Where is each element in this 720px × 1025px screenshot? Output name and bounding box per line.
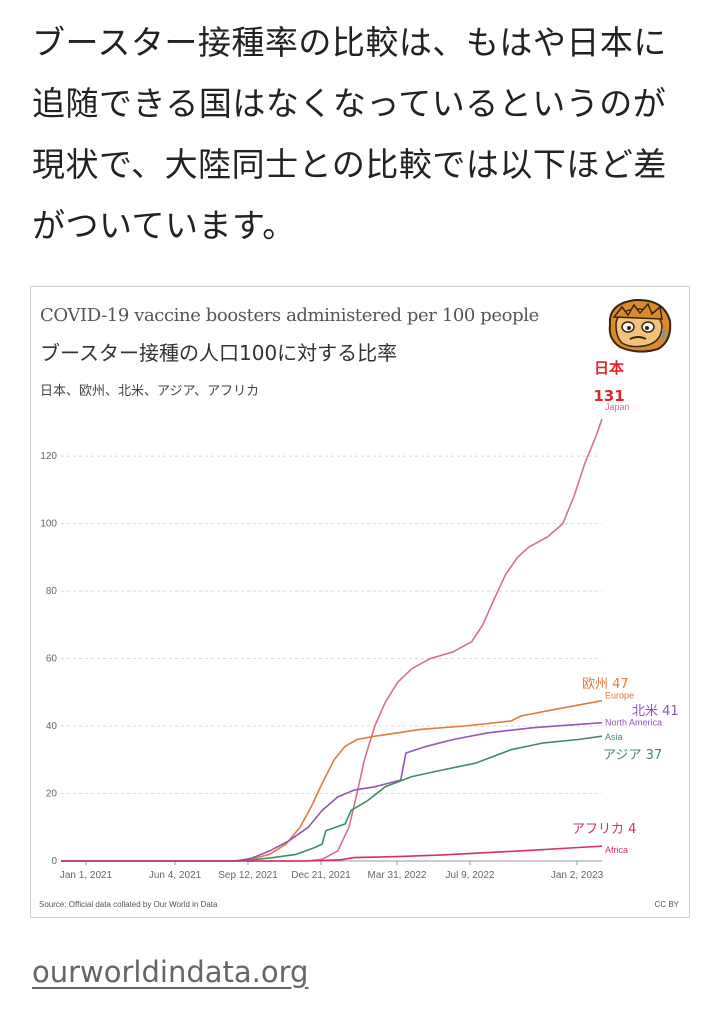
y-tick-label: 20 <box>46 789 58 800</box>
x-tick-label: Jun 4, 2021 <box>149 870 202 881</box>
y-tick-label: 0 <box>51 856 57 867</box>
chart-figure: COVID-19 vaccine boosters administered p… <box>30 286 690 918</box>
x-tick-label: Sep 12, 2021 <box>218 870 278 881</box>
series-line-asia <box>61 735 603 862</box>
x-tick-label: Mar 31, 2022 <box>368 870 427 881</box>
x-tick-label: Jan 2, 2023 <box>551 870 604 881</box>
cartoon-avatar-icon <box>608 298 672 353</box>
y-tick-label: 100 <box>40 519 57 530</box>
annotation-japan-value: 131 <box>593 387 624 405</box>
series-line-japan <box>61 418 603 862</box>
source-link[interactable]: ourworldindata.org <box>32 955 309 989</box>
y-tick-label: 60 <box>46 654 58 665</box>
annotation-europe: 欧州 47 <box>582 677 629 692</box>
series-line-north-america <box>61 721 603 862</box>
y-tick-label: 120 <box>40 451 57 462</box>
chart-entities-caption: 日本、欧州、北米、アジア、アフリカ <box>40 384 260 399</box>
series-line-europe <box>61 699 603 862</box>
annotation-asia: アジア 37 <box>603 748 662 763</box>
series-line-africa <box>61 845 603 862</box>
chart-source: Source: Official data collated by Our Wo… <box>39 900 218 909</box>
post-text: ブースター接種率の比較は、もはや日本に追随できる国はなくなっているというのが現状… <box>32 23 667 245</box>
annotation-north-america: 北米 41 <box>632 704 679 719</box>
series-end-label: Asia <box>605 732 623 742</box>
annotation-africa: アフリカ 4 <box>572 822 636 837</box>
series-end-label: Europe <box>605 691 634 701</box>
line-chart: 0 20 40 60 80 100 120 Jan 1, 2021 Jun 4, 2021 Sep… <box>40 359 679 881</box>
chart-license: CC BY <box>654 900 679 909</box>
series-end-label: Africa <box>605 845 628 855</box>
annotation-japan-name: 日本 <box>594 359 624 377</box>
x-tick-label: Jul 9, 2022 <box>446 870 495 881</box>
series-end-label: Japan <box>605 402 630 412</box>
series-end-label: North America <box>605 718 662 728</box>
y-tick-label: 80 <box>46 586 58 597</box>
chart-subtitle: ブースター接種の人口100に対する比率 <box>40 341 398 365</box>
x-tick-label: Dec 21, 2021 <box>291 870 351 881</box>
x-tick-label: Jan 1, 2021 <box>60 870 113 881</box>
y-tick-label: 40 <box>46 721 58 732</box>
chart-title: COVID-19 vaccine boosters administered p… <box>40 305 539 326</box>
